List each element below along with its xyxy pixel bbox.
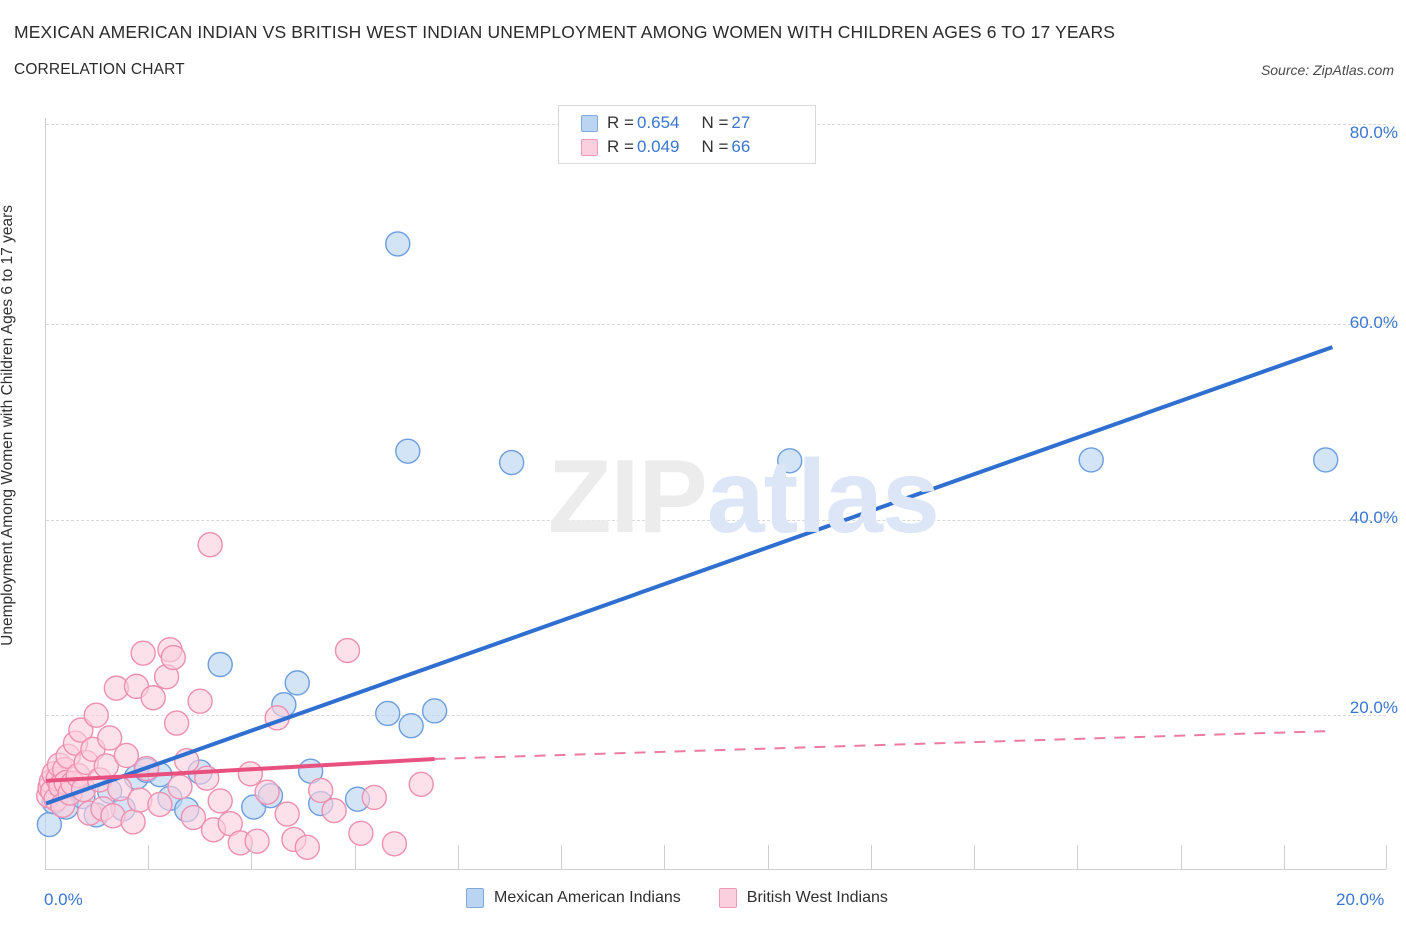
x-axis-line (45, 869, 1386, 870)
data-point[interactable] (398, 713, 424, 739)
x-tick-11 (1181, 845, 1182, 869)
data-point[interactable] (140, 685, 166, 711)
r-label-pink: R = (607, 137, 634, 156)
legend-swatch-mexican-american-indians (581, 114, 598, 132)
r-value-blue: 0.654 (636, 113, 680, 132)
n-label-pink: N = (701, 137, 729, 156)
data-point[interactable] (147, 791, 173, 818)
data-point[interactable] (120, 809, 146, 835)
series-label-mexican-american-indians: Mexican American Indians (494, 889, 681, 906)
data-point[interactable] (113, 742, 140, 769)
n-value-blue: 27 (731, 113, 751, 132)
points-british-west-indians (35, 532, 434, 860)
stats-legend-row-pink: R = 0.049 N = 66 (581, 135, 815, 159)
data-point[interactable] (361, 784, 387, 811)
data-point[interactable] (308, 777, 334, 804)
data-point[interactable] (375, 700, 401, 727)
x-tick-8 (871, 845, 872, 869)
y-tick-label-80: 80.0% (1349, 123, 1398, 142)
data-point[interactable] (274, 801, 300, 827)
data-point[interactable] (207, 788, 233, 814)
series-swatch-mexican-american-indians (466, 888, 484, 908)
r-value-pink: 0.049 (636, 137, 680, 156)
data-point[interactable] (381, 831, 408, 857)
data-point[interactable] (163, 710, 190, 736)
data-point[interactable] (1078, 447, 1104, 473)
gridline-40 (46, 520, 1386, 521)
data-point[interactable] (348, 820, 374, 846)
series-label-british-west-indians: British West Indians (746, 889, 888, 906)
data-point[interactable] (83, 702, 109, 728)
x-tick-3 (355, 845, 356, 869)
data-point[interactable] (207, 651, 233, 678)
y-tick-label-20: 20.0% (1349, 698, 1398, 717)
y-tick-label-60: 60.0% (1349, 313, 1398, 332)
stats-legend: R = 0.654 N = 27 R = 0.049 N = 66 (558, 105, 816, 164)
data-point[interactable] (167, 774, 193, 800)
data-point[interactable] (777, 448, 803, 474)
data-point[interactable] (395, 438, 421, 464)
x-tick-0 (45, 845, 46, 869)
n-value-pink: 66 (731, 137, 751, 156)
page-subtitle: CORRELATION CHART (14, 61, 185, 78)
y-axis-label: Unemployment Among Women with Children A… (0, 205, 16, 646)
series-legend-item-mexican-american-indians[interactable]: Mexican American Indians (466, 888, 681, 908)
x-tick-2 (251, 845, 252, 869)
data-point[interactable] (254, 779, 280, 805)
x-tick-label-min: 0.0% (44, 890, 83, 909)
x-tick-6 (664, 845, 665, 869)
stats-legend-row-blue: R = 0.654 N = 27 (581, 111, 815, 135)
x-tick-4 (458, 845, 459, 869)
series-legend-item-british-west-indians[interactable]: British West Indians (718, 888, 888, 908)
data-point[interactable] (284, 670, 310, 696)
data-point[interactable] (197, 532, 223, 558)
data-point[interactable] (334, 637, 361, 664)
points-mexican-american-indians (36, 231, 1339, 838)
data-point[interactable] (498, 449, 525, 476)
x-tick-12 (1284, 845, 1285, 869)
x-tick-5 (561, 845, 562, 869)
x-tick-13 (1386, 845, 1387, 869)
gridline-60 (46, 324, 1386, 325)
x-tick-9 (974, 845, 975, 869)
scatter-layer (35, 231, 1339, 860)
y-axis-line (45, 118, 46, 870)
source-attribution: Source: ZipAtlas.com (1260, 62, 1394, 78)
x-tick-1 (148, 845, 149, 869)
trendline-british-west-indians-extension (434, 729, 1333, 760)
gridline-20 (46, 715, 1386, 716)
data-point[interactable] (160, 644, 187, 671)
r-label-blue: R = (607, 113, 634, 132)
legend-swatch-british-west-indians (581, 138, 598, 156)
data-point[interactable] (130, 640, 156, 666)
n-label-blue: N = (701, 113, 729, 132)
trendline-british-west-indians (45, 756, 435, 783)
x-tick-10 (1077, 845, 1078, 869)
data-point[interactable] (96, 725, 123, 751)
plot-area (35, 118, 1386, 870)
data-point[interactable] (68, 717, 94, 743)
data-point[interactable] (321, 797, 347, 824)
data-point[interactable] (385, 231, 411, 257)
data-point[interactable] (187, 688, 213, 714)
data-point[interactable] (1312, 447, 1339, 473)
data-point[interactable] (294, 834, 320, 860)
data-point[interactable] (421, 698, 448, 724)
x-tick-label-max: 20.0% (1336, 890, 1385, 909)
series-swatch-british-west-indians (718, 888, 737, 908)
series-legend: Mexican American Indians British West In… (466, 888, 926, 908)
x-tick-7 (768, 845, 769, 869)
data-point[interactable] (237, 761, 264, 787)
data-point[interactable] (408, 771, 434, 798)
data-point[interactable] (244, 828, 270, 854)
trendline-mexican-american-indians (45, 345, 1334, 806)
page-title: MEXICAN AMERICAN INDIAN VS BRITISH WEST … (14, 22, 1116, 42)
data-point[interactable] (180, 804, 207, 831)
y-tick-label-40: 40.0% (1349, 508, 1398, 527)
